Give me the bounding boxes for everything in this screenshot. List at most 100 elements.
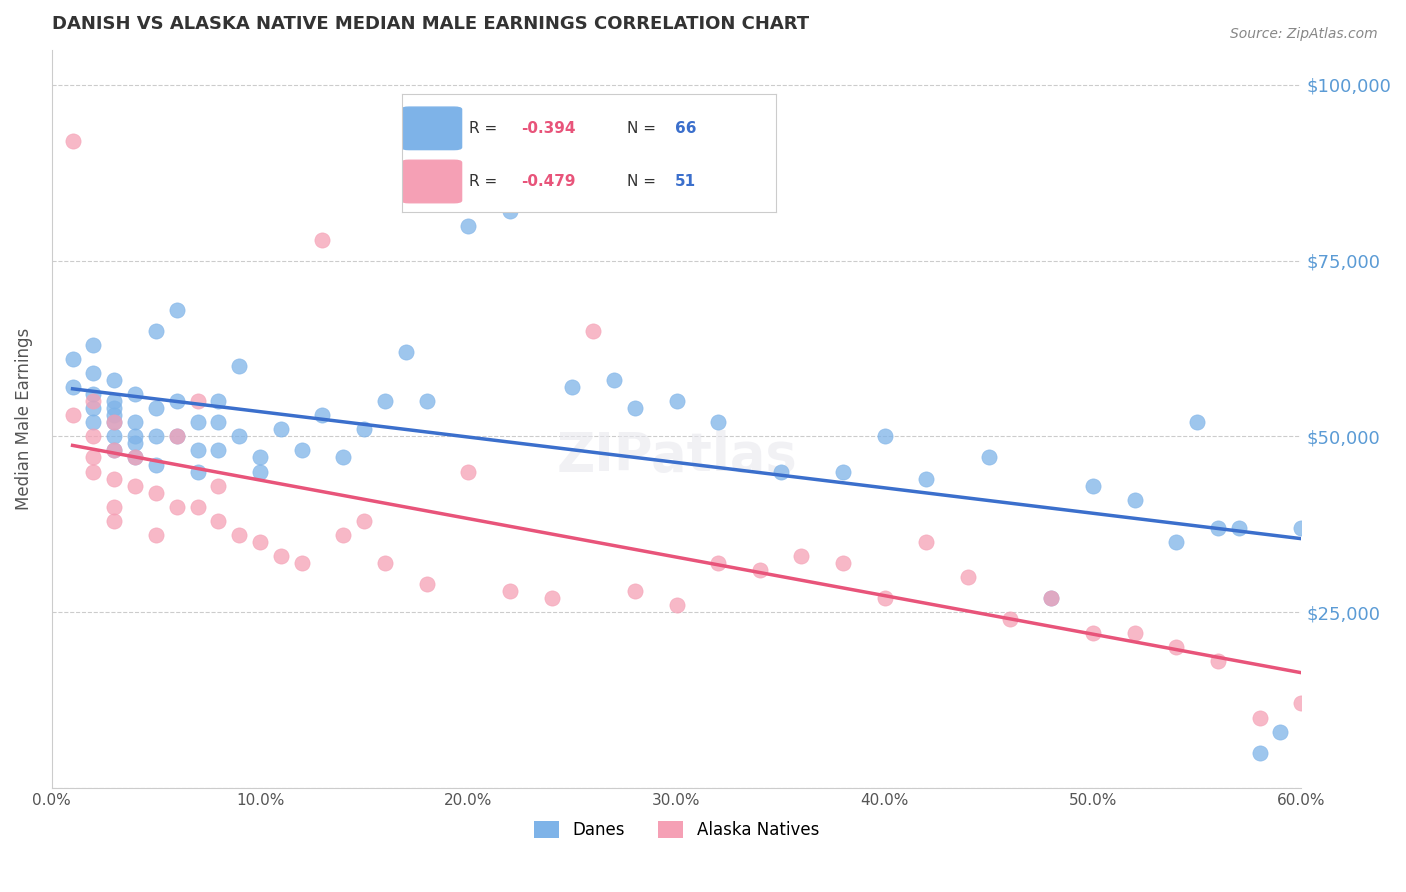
Point — [103, 401, 125, 416]
Point — [166, 429, 188, 443]
Point — [207, 394, 229, 409]
Point — [1166, 534, 1188, 549]
Point — [873, 429, 896, 443]
Point — [332, 450, 354, 465]
Point — [82, 415, 104, 429]
Point — [707, 415, 730, 429]
Point — [124, 429, 146, 443]
Point — [415, 394, 437, 409]
Point — [665, 394, 688, 409]
Point — [82, 429, 104, 443]
Point — [166, 302, 188, 317]
Point — [457, 465, 479, 479]
Point — [748, 563, 770, 577]
Point — [124, 387, 146, 401]
Point — [1249, 710, 1271, 724]
Point — [1249, 746, 1271, 760]
Point — [270, 422, 292, 436]
Point — [832, 465, 855, 479]
Point — [457, 219, 479, 233]
Point — [103, 514, 125, 528]
Point — [624, 584, 647, 599]
Point — [145, 324, 167, 338]
Point — [186, 443, 208, 458]
Point — [249, 534, 271, 549]
Point — [186, 465, 208, 479]
Point — [207, 478, 229, 492]
Point — [82, 450, 104, 465]
Point — [82, 465, 104, 479]
Point — [1081, 626, 1104, 640]
Point — [998, 612, 1021, 626]
Point — [186, 500, 208, 514]
Point — [374, 556, 396, 570]
Point — [769, 465, 792, 479]
Point — [124, 450, 146, 465]
Point — [291, 556, 314, 570]
Point — [103, 373, 125, 387]
Point — [624, 401, 647, 416]
Point — [1123, 492, 1146, 507]
Point — [103, 429, 125, 443]
Point — [82, 338, 104, 352]
Point — [707, 556, 730, 570]
Point — [145, 401, 167, 416]
Point — [915, 534, 938, 549]
Point — [145, 429, 167, 443]
Point — [82, 394, 104, 409]
Point — [790, 549, 813, 563]
Point — [957, 570, 980, 584]
Point — [1206, 654, 1229, 668]
Point — [166, 394, 188, 409]
Point — [124, 450, 146, 465]
Point — [207, 415, 229, 429]
Point — [582, 324, 605, 338]
Point — [82, 366, 104, 380]
Point — [499, 204, 522, 219]
Text: ZIPatlas: ZIPatlas — [557, 430, 797, 482]
Point — [353, 422, 375, 436]
Point — [82, 387, 104, 401]
Point — [124, 478, 146, 492]
Point — [1291, 521, 1313, 535]
Point — [1291, 697, 1313, 711]
Point — [166, 429, 188, 443]
Point — [332, 528, 354, 542]
Point — [103, 415, 125, 429]
Point — [1185, 415, 1208, 429]
Point — [311, 233, 333, 247]
Point — [1206, 521, 1229, 535]
Point — [145, 485, 167, 500]
Point — [62, 409, 84, 423]
Point — [145, 458, 167, 472]
Point — [395, 345, 418, 359]
Point — [1081, 478, 1104, 492]
Point — [207, 514, 229, 528]
Point — [186, 415, 208, 429]
Point — [291, 443, 314, 458]
Point — [915, 472, 938, 486]
Point — [832, 556, 855, 570]
Point — [228, 429, 250, 443]
Point — [1227, 521, 1250, 535]
Point — [145, 528, 167, 542]
Point — [186, 394, 208, 409]
Point — [103, 443, 125, 458]
Point — [103, 472, 125, 486]
Point — [207, 443, 229, 458]
Point — [228, 528, 250, 542]
Point — [311, 409, 333, 423]
Point — [499, 584, 522, 599]
Point — [1166, 640, 1188, 655]
Point — [561, 380, 583, 394]
Point — [249, 450, 271, 465]
Point — [124, 436, 146, 450]
Point — [103, 415, 125, 429]
Legend: Danes, Alaska Natives: Danes, Alaska Natives — [527, 814, 825, 846]
Point — [62, 380, 84, 394]
Point — [977, 450, 1000, 465]
Point — [270, 549, 292, 563]
Point — [415, 577, 437, 591]
Point — [228, 359, 250, 373]
Point — [1123, 626, 1146, 640]
